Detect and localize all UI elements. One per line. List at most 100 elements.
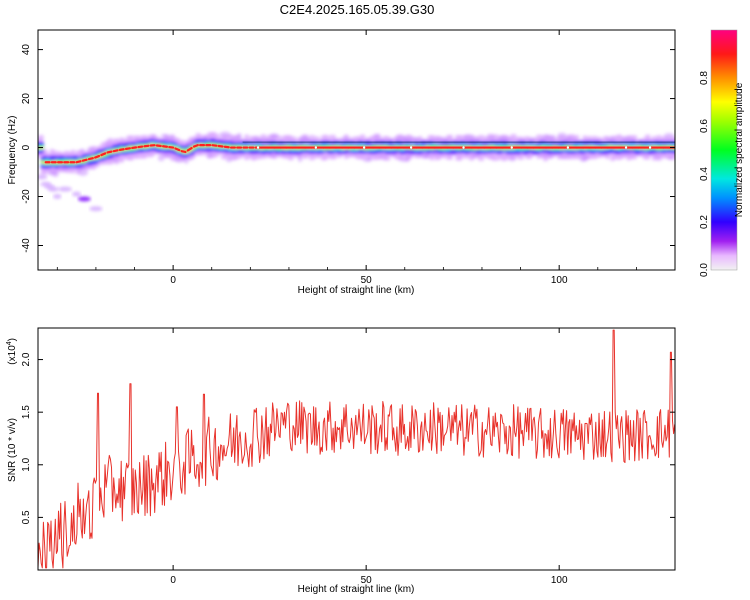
spectrogram-speckle <box>206 152 213 159</box>
snr-frame <box>37 327 676 571</box>
snr-multiplier-close: ) <box>7 338 18 341</box>
spectrogram-speckle <box>621 136 632 142</box>
spectrogram-peak-marker <box>409 146 413 149</box>
spectrogram-low-freq-blob <box>58 186 72 192</box>
snr-ytick-label: 2.0 <box>21 352 32 366</box>
spectrogram-speckle <box>296 154 302 159</box>
spectrogram-peak-core <box>100 152 107 157</box>
spectrogram-speckle <box>151 134 156 141</box>
spectrogram-speckle <box>232 156 238 160</box>
spectrogram-peak-marker <box>256 146 260 149</box>
colorbar-tick-label: 0.4 <box>699 167 710 181</box>
spectrogram-peak-marker <box>314 146 318 149</box>
spectrogram-speckle <box>471 153 476 159</box>
spectrogram-ytick-label: 0 <box>21 144 32 150</box>
spectrogram-speckle <box>394 135 406 140</box>
snr-xtick-label: 50 <box>361 575 373 586</box>
snr-multiplier-exp: 4 <box>6 341 13 345</box>
spectrogram-speckle <box>430 151 440 156</box>
spectrogram-energy-band <box>184 151 190 154</box>
spectrogram-speckle <box>56 166 69 171</box>
colorbar-tick-label: 0.2 <box>699 215 710 229</box>
snr-panel: 0 50 100 0.5 1.0 1.5 2.0 Height of straight li… <box>6 327 676 595</box>
spectrogram-speckle <box>471 138 480 142</box>
spectrogram-speckle <box>405 153 411 159</box>
snr-multiplier-base: (x10 <box>7 345 18 365</box>
spectrogram-speckle <box>486 135 496 140</box>
spectrogram-speckle <box>558 154 571 159</box>
spectrogram-heat-layer <box>38 131 675 212</box>
spectrogram-ytick-label: 20 <box>21 93 32 105</box>
snr-ytick-label: 0.5 <box>21 510 32 524</box>
spectrogram-energy-band <box>117 149 122 152</box>
spectrogram-ytick-label: 40 <box>21 44 32 56</box>
spectrogram-energy-band <box>158 143 165 147</box>
snr-multiplier: (x104) <box>6 338 18 365</box>
spectrogram-speckle <box>161 152 172 156</box>
spectrogram-speckle <box>408 136 420 143</box>
spectrogram-low-freq-blob <box>72 191 82 197</box>
spectrogram-energy-band <box>80 160 86 164</box>
spectrogram-peak-marker <box>510 146 513 149</box>
spectrogram-energy-band <box>40 161 47 164</box>
snr-ytick-label: 1.5 <box>21 405 32 419</box>
figure-title: C2E4.2025.165.05.39.G30 <box>280 2 435 17</box>
spectrogram-low-freq-blob <box>89 206 103 212</box>
spectrogram-peak-marker <box>362 146 366 149</box>
spectrogram-peak-marker <box>566 146 570 149</box>
spectrogram-xtick-label: 50 <box>361 275 373 286</box>
spectrogram-speckle <box>550 134 556 141</box>
spectrogram-peak-core <box>131 146 138 150</box>
spectrogram-peak-core <box>186 146 193 152</box>
spectrogram-ytick-label: -20 <box>21 189 32 204</box>
spectrogram-frame <box>37 29 676 271</box>
spectrogram-speckle <box>540 152 549 158</box>
spectrogram-peak-core <box>75 160 82 164</box>
colorbar-gradient <box>711 30 737 270</box>
spectrogram-speckle <box>184 159 189 164</box>
spectrogram-peak-core <box>118 148 125 151</box>
snr-ticks: 0 50 100 0.5 1.0 1.5 2.0 <box>21 328 675 586</box>
spectrogram-speckle <box>165 135 176 142</box>
colorbar-tick-label: 0.8 <box>699 71 710 85</box>
snr-xlabel: Height of straight line (km) <box>298 584 415 595</box>
spectrogram-speckle <box>420 151 429 159</box>
spectrogram-speckle <box>259 138 270 145</box>
spectrogram-speckle <box>501 137 512 142</box>
colorbar-label: Normalized spectral amplitude <box>734 82 745 217</box>
spectrogram-speckle <box>540 134 553 142</box>
spectrogram-speckle <box>652 153 662 159</box>
colorbar-ticks: 0.0 0.2 0.4 0.6 0.8 <box>699 71 710 277</box>
spectrogram-speckle <box>564 137 571 142</box>
spectrogram-peak-marker <box>648 146 652 149</box>
spectrogram-ylabel: Frequency (Hz) <box>7 116 18 185</box>
spectrogram-speckle <box>638 152 648 156</box>
spectrogram-speckle <box>373 134 381 139</box>
spectrogram-speckle <box>173 155 185 163</box>
spectrogram-speckle <box>46 169 58 176</box>
spectrogram-speckle <box>219 131 231 138</box>
spectrogram-peak-core <box>81 158 88 162</box>
spectrogram-speckle <box>157 154 165 162</box>
spectrogram-speckle <box>667 156 673 160</box>
spectrogram-speckle <box>439 137 449 142</box>
spectrogram-speckle <box>87 146 95 154</box>
spectrogram-peak-core <box>106 150 113 154</box>
spectrogram-speckle <box>77 168 89 176</box>
spectrogram-speckle <box>269 152 277 158</box>
spectrogram-ytick-label: -40 <box>21 238 32 253</box>
spectrogram-speckle <box>431 138 441 144</box>
spectrogram-energy-band <box>38 147 44 150</box>
snr-xtick-label: 100 <box>551 575 568 586</box>
spectrogram-peak-core <box>180 150 187 154</box>
spectrogram-speckle <box>463 134 475 141</box>
spectrogram-energy-band <box>110 151 117 153</box>
spectrogram-peak-core <box>94 154 101 159</box>
spectrogram-low-freq-blob <box>48 186 59 192</box>
spectrogram-xtick-label: 0 <box>170 275 176 286</box>
spectrogram-speckle <box>367 156 373 162</box>
spectrogram-ticks: 0 50 100 -40 -20 0 20 40 <box>21 30 676 286</box>
spectrogram-panel: 0 50 100 -40 -20 0 20 40 Height of straight lin… <box>7 29 676 296</box>
spectrogram-speckle <box>105 142 113 149</box>
